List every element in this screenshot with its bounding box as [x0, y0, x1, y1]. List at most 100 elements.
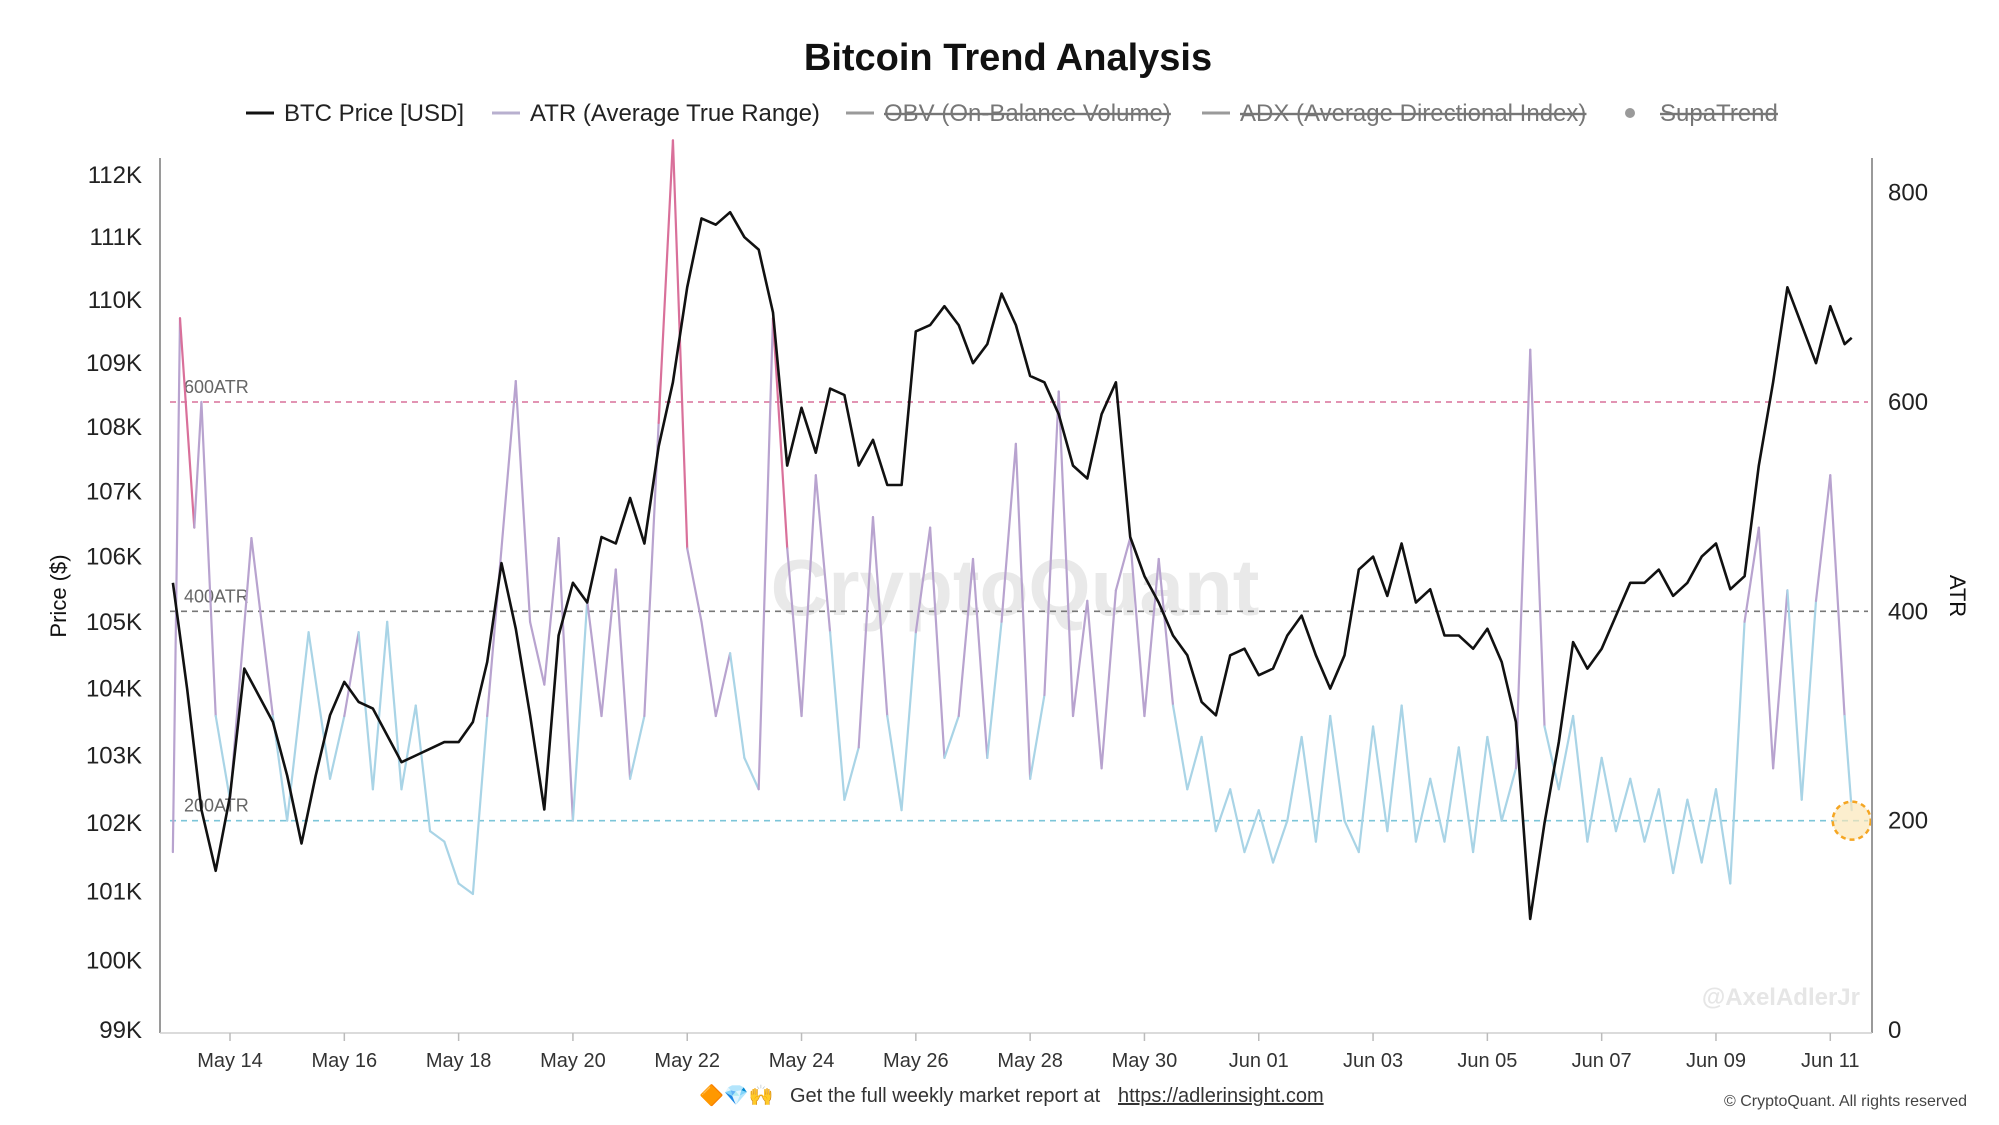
- left-tick-label: 100K: [86, 947, 142, 974]
- atr-segment: [1400, 704, 1418, 843]
- atr-segment: [1200, 735, 1217, 833]
- x-tick-label: May 16: [312, 1050, 378, 1072]
- atr-segment: [1329, 714, 1346, 822]
- atr-segment: [1143, 557, 1160, 718]
- footer-link[interactable]: https://adlerinsight.com: [1118, 1085, 1324, 1107]
- right-tick-label: 800: [1888, 180, 1928, 207]
- copyright: © CryptoQuant. All rights reserved: [1724, 1093, 1967, 1110]
- legend-label: ATR (Average True Range): [530, 100, 820, 127]
- atr-segment: [1729, 620, 1746, 885]
- atr-segment: [829, 631, 846, 801]
- atr-segment: [900, 631, 917, 812]
- footer-text: Get the full weekly market report at: [790, 1085, 1101, 1107]
- atr-segment: [1000, 442, 1017, 623]
- atr-segment: [1300, 735, 1318, 843]
- atr-segment: [686, 547, 703, 623]
- atr-segment: [943, 714, 960, 759]
- atr-segment: [1114, 536, 1132, 592]
- atr-segment: [500, 379, 517, 550]
- atr-segment: [1386, 704, 1403, 833]
- legend-marker: [1625, 108, 1635, 118]
- x-tick-label: Jun 03: [1343, 1050, 1403, 1072]
- x-tick-label: May 18: [426, 1050, 492, 1072]
- x-tick-label: May 14: [197, 1050, 263, 1072]
- left-axis-ticks: 112K 111K 110K 109K 108K 107K 106K 105K 104K 103K…: [86, 162, 142, 1044]
- left-tick-label: 106K: [86, 544, 142, 571]
- atr-segment: [800, 474, 817, 718]
- reference-line-label: 600ATR: [184, 377, 249, 397]
- atr-segment: [1443, 746, 1460, 843]
- left-tick-label: 101K: [86, 878, 142, 905]
- atr-segment: [1086, 599, 1103, 770]
- atr-segment: [543, 536, 560, 686]
- left-tick-label: 108K: [86, 414, 142, 441]
- atr-segment: [1057, 390, 1075, 718]
- reference-line-label: 200ATR: [184, 796, 249, 816]
- legend-label: BTC Price [USD]: [284, 100, 464, 127]
- atr-segment: [1657, 788, 1675, 875]
- atr-segment: [886, 714, 903, 812]
- left-tick-label: 109K: [86, 350, 142, 377]
- atr-segment: [1129, 536, 1146, 718]
- left-tick-label: 99K: [99, 1017, 142, 1044]
- left-tick-label: 107K: [86, 478, 142, 505]
- atr-segment: [1229, 788, 1246, 854]
- atr-segment: [343, 631, 360, 718]
- atr-segment: [671, 139, 689, 550]
- watermark: CryptoQuant: [771, 543, 1260, 632]
- highlight-marker: [1831, 800, 1872, 841]
- atr-segment: [1714, 788, 1732, 885]
- atr-segment: [929, 526, 946, 759]
- atr-segment: [528, 620, 546, 686]
- atr-segment: [1429, 777, 1446, 843]
- legend-item[interactable]: BTC Price [USD]: [246, 100, 464, 127]
- x-tick-label: Jun 01: [1229, 1050, 1289, 1072]
- x-tick-label: Jun 07: [1572, 1050, 1632, 1072]
- x-tick-label: Jun 09: [1686, 1050, 1746, 1072]
- chart-title: Bitcoin Trend Analysis: [804, 37, 1212, 79]
- atr-segment: [1457, 746, 1475, 854]
- atr-segment: [371, 620, 389, 791]
- atr-segment: [1186, 735, 1203, 791]
- atr-segment: [786, 547, 803, 718]
- atr-segment: [171, 317, 182, 854]
- legend[interactable]: BTC Price [USD] ATR (Average True Range) O…: [246, 100, 1778, 127]
- reference-lines: 600ATR 400ATR 200ATR: [170, 377, 1868, 822]
- left-tick-label: 104K: [86, 676, 142, 703]
- atr-segment: [1629, 777, 1646, 843]
- atr-segment: [971, 557, 989, 759]
- x-tick-label: May 24: [769, 1050, 835, 1072]
- legend-item[interactable]: SupaTrend: [1625, 100, 1778, 127]
- atr-segment: [1414, 777, 1432, 843]
- atr-segment: [386, 620, 403, 791]
- footer-emoji: 🔶💎🙌: [699, 1083, 774, 1107]
- atr-segment: [1357, 725, 1375, 854]
- atr-segment: [986, 620, 1003, 759]
- atr-segment: [771, 317, 789, 550]
- atr-segment: [714, 652, 732, 718]
- atr-segment: [586, 599, 603, 718]
- atr-series: [171, 139, 1853, 896]
- atr-segment: [1700, 788, 1718, 864]
- atr-segment: [1600, 756, 1618, 833]
- legend-item[interactable]: OBV (On-Balance Volume): [846, 100, 1171, 127]
- right-axis-ticks: 800 600 400 200 0: [1888, 180, 1928, 1044]
- atr-segment: [1614, 777, 1632, 833]
- atr-segment: [814, 474, 832, 634]
- atr-segment: [1814, 474, 1832, 602]
- atr-segment: [1800, 599, 1818, 801]
- legend-item[interactable]: ADX (Average Directional Index): [1202, 100, 1587, 127]
- atr-segment: [914, 526, 932, 634]
- right-axis-title: ATR: [1945, 575, 1970, 617]
- atr-segment: [1529, 348, 1546, 728]
- legend-item[interactable]: ATR (Average True Range): [492, 100, 820, 127]
- atr-segment: [743, 756, 760, 791]
- reference-line-label: 400ATR: [184, 586, 249, 606]
- atr-segment: [1214, 788, 1232, 833]
- atr-segment: [657, 139, 675, 425]
- left-tick-label: 110K: [88, 287, 142, 314]
- left-tick-label: 103K: [86, 743, 142, 770]
- atr-segment: [200, 400, 217, 718]
- atr-segment: [1029, 693, 1046, 780]
- atr-segment: [1471, 735, 1489, 854]
